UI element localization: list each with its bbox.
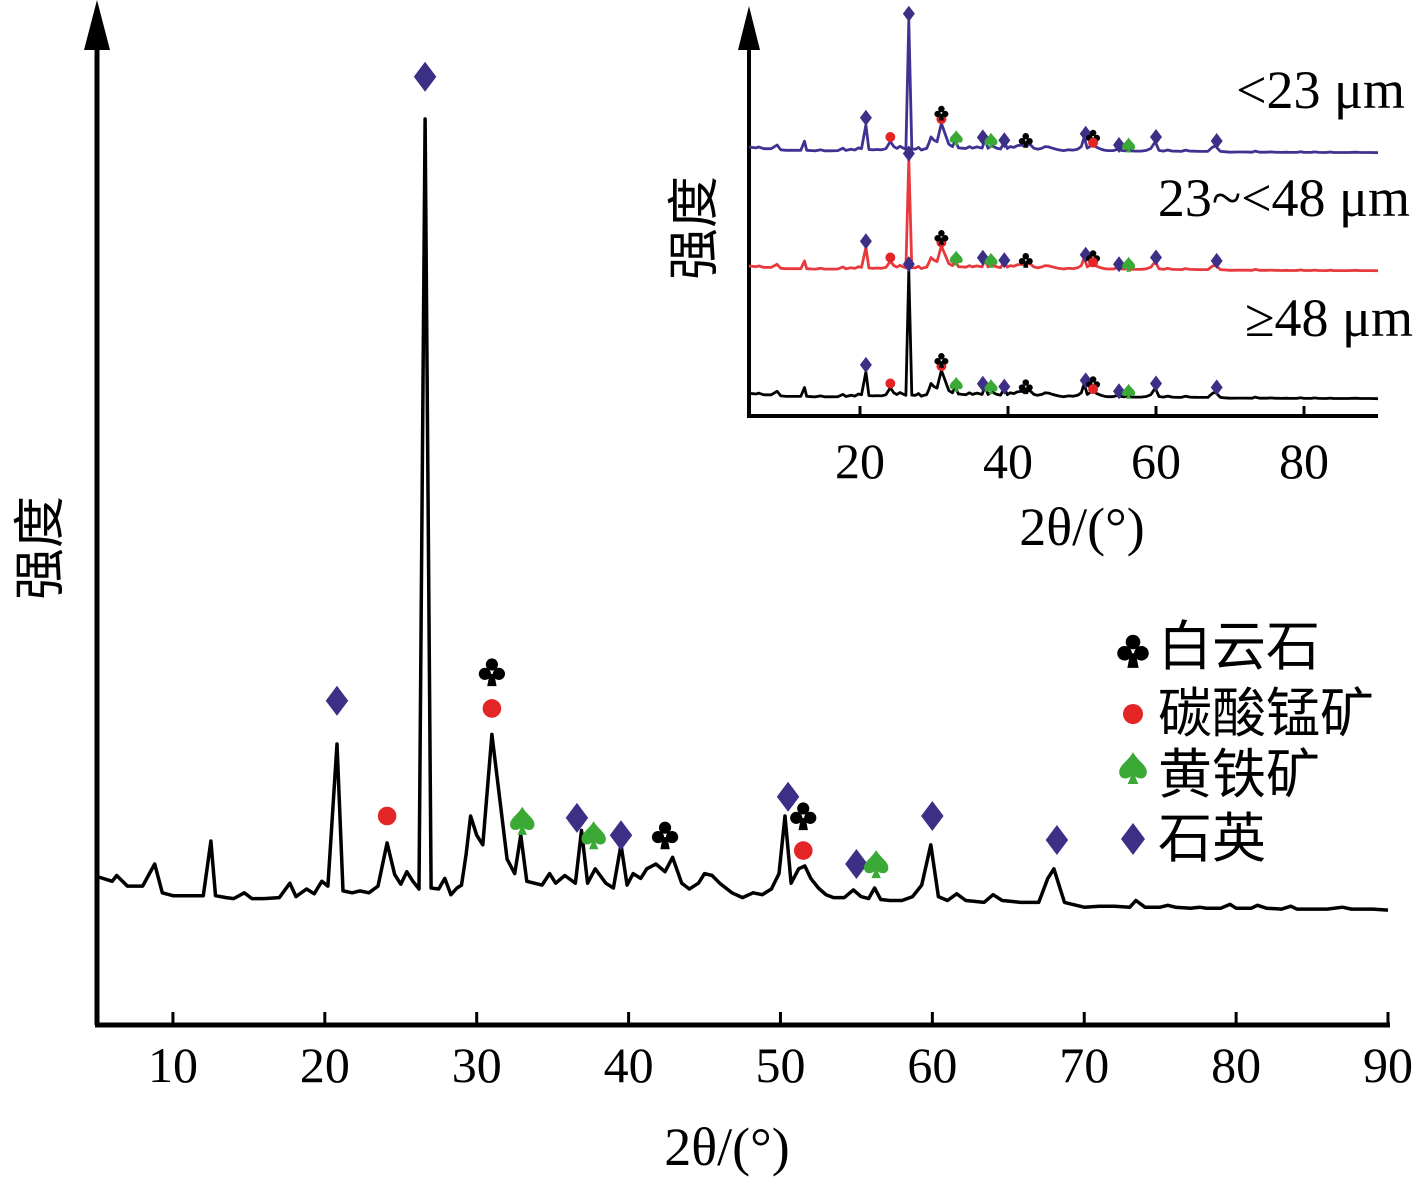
inset-x-tick-label: 20 (835, 433, 885, 489)
legend-label-pyrite: 黄铁矿 (1158, 743, 1320, 806)
legend-item-quartz: 石英 (1121, 807, 1266, 870)
inset-x-ticks: 20 40 60 80 (835, 406, 1329, 489)
inset-peak-diamond-icon (1150, 375, 1162, 392)
legend-item-rhodochrosite: 碳酸锰矿 (1123, 682, 1374, 745)
inset-peak-diamond-icon (1150, 249, 1162, 266)
main-peak-diamond-icon (1045, 825, 1069, 855)
main-x-ticks: 10 20 30 40 50 60 70 80 90 (148, 1012, 1413, 1093)
inset-peak-dot-icon (1088, 384, 1099, 395)
club-icon (1117, 634, 1149, 668)
spade-icon (1119, 752, 1147, 784)
inset-peak-diamond-icon (998, 132, 1011, 149)
main-peak-diamond-icon (921, 801, 944, 831)
inset-peak-diamond-icon (1150, 129, 1162, 145)
series-label-lt23: <23 μm (1236, 60, 1405, 120)
inset-chart: 20 40 60 80 <23 μm 23~<48 μm ≥48 μm 2θ/(°) … (665, 5, 1413, 557)
diamond-icon (1121, 823, 1145, 855)
inset-peak-dot-icon (885, 378, 896, 389)
series-label-23-48: 23~<48 μm (1158, 168, 1410, 228)
inset-peak-diamond-icon (998, 378, 1011, 395)
main-peak-markers (325, 61, 1069, 879)
inset-peak-dot-icon (885, 252, 896, 263)
legend-label-quartz: 石英 (1158, 807, 1266, 870)
inset-x-axis-title: 2θ/(°) (1019, 497, 1144, 557)
main-peak-dot-icon (793, 841, 813, 860)
main-x-tick-label: 90 (1363, 1037, 1413, 1093)
main-x-tick-label: 30 (452, 1037, 502, 1093)
inset-peak-spade-icon (949, 130, 963, 146)
main-peak-diamond-icon (609, 820, 633, 851)
inset-peak-diamond-icon (1113, 383, 1125, 400)
inset-peak-diamond-icon (902, 256, 915, 273)
main-peak-diamond-icon (413, 61, 437, 92)
main-y-axis-arrow (84, 0, 110, 50)
main-peak-diamond-icon (565, 802, 589, 833)
dot-icon (1123, 704, 1143, 724)
inset-y-axis-arrow (738, 6, 760, 50)
main-peak-spade-icon (581, 821, 606, 850)
inset-peak-club-icon (934, 105, 949, 121)
series-label-ge48: ≥48 μm (1245, 288, 1413, 348)
main-x-tick-label: 10 (148, 1037, 198, 1093)
inset-peak-diamond-icon (1210, 379, 1223, 396)
inset-x-tick-label: 60 (1131, 433, 1181, 489)
inset-peak-diamond-icon (859, 356, 872, 373)
inset-peak-diamond-icon (902, 5, 915, 22)
inset-peak-dot-icon (885, 132, 896, 142)
inset-peak-diamond-icon (859, 233, 872, 250)
inset-series-23-48 (748, 158, 1379, 273)
legend: 白云石 碳酸锰矿 黄铁矿 石英 (1117, 615, 1374, 870)
inset-peak-diamond-icon (998, 252, 1011, 269)
main-x-axis-title: 2θ/(°) (664, 1117, 789, 1177)
inset-peak-diamond-icon (1210, 252, 1223, 269)
inset-peak-spade-icon (949, 250, 963, 266)
inset-peak-dot-icon (1088, 257, 1099, 268)
legend-label-rhodochrosite: 碳酸锰矿 (1158, 682, 1374, 745)
main-x-tick-label: 70 (1059, 1037, 1109, 1093)
main-peak-club-icon (790, 802, 817, 831)
main-chart: 10 20 30 40 50 60 70 80 90 2θ/(°) 强度 (11, 0, 1413, 1177)
legend-item-dolomite: 白云石 (1117, 615, 1320, 678)
main-peak-club-icon (478, 658, 506, 687)
main-y-axis-title: 强度 (11, 496, 71, 600)
inset-series-ge48 (748, 269, 1379, 401)
inset-peak-dot-icon (1088, 137, 1099, 148)
main-peak-diamond-icon (325, 685, 349, 716)
inset-peak-diamond-icon (1210, 133, 1223, 149)
inset-peak-diamond-icon (902, 145, 915, 162)
legend-label-dolomite: 白云石 (1158, 615, 1320, 678)
inset-x-tick-label: 80 (1279, 433, 1329, 489)
inset-x-tick-label: 40 (983, 433, 1033, 489)
main-peak-diamond-icon (776, 781, 800, 812)
main-axes (84, 0, 1390, 1028)
inset-series-lt23 (748, 19, 1379, 155)
main-x-tick-label: 20 (300, 1037, 350, 1093)
inset-peak-spade-icon (949, 376, 963, 392)
main-xrd-series (96, 117, 1389, 912)
main-x-tick-label: 60 (907, 1037, 957, 1093)
inset-y-axis-title: 强度 (665, 176, 725, 280)
main-peak-spade-icon (510, 806, 535, 835)
main-peak-club-icon (651, 821, 679, 850)
main-peak-spade-icon (863, 849, 889, 879)
inset-peak-markers (859, 5, 1223, 400)
main-x-tick-label: 80 (1211, 1037, 1261, 1093)
main-x-tick-label: 40 (604, 1037, 654, 1093)
inset-peak-diamond-icon (1113, 137, 1125, 153)
main-x-tick-label: 50 (755, 1037, 805, 1093)
inset-peak-diamond-icon (859, 109, 872, 126)
inset-peak-diamond-icon (1113, 256, 1125, 273)
main-peak-diamond-icon (845, 849, 868, 879)
legend-item-pyrite: 黄铁矿 (1119, 743, 1320, 806)
main-peak-dot-icon (377, 806, 397, 826)
main-peak-dot-icon (482, 699, 502, 718)
